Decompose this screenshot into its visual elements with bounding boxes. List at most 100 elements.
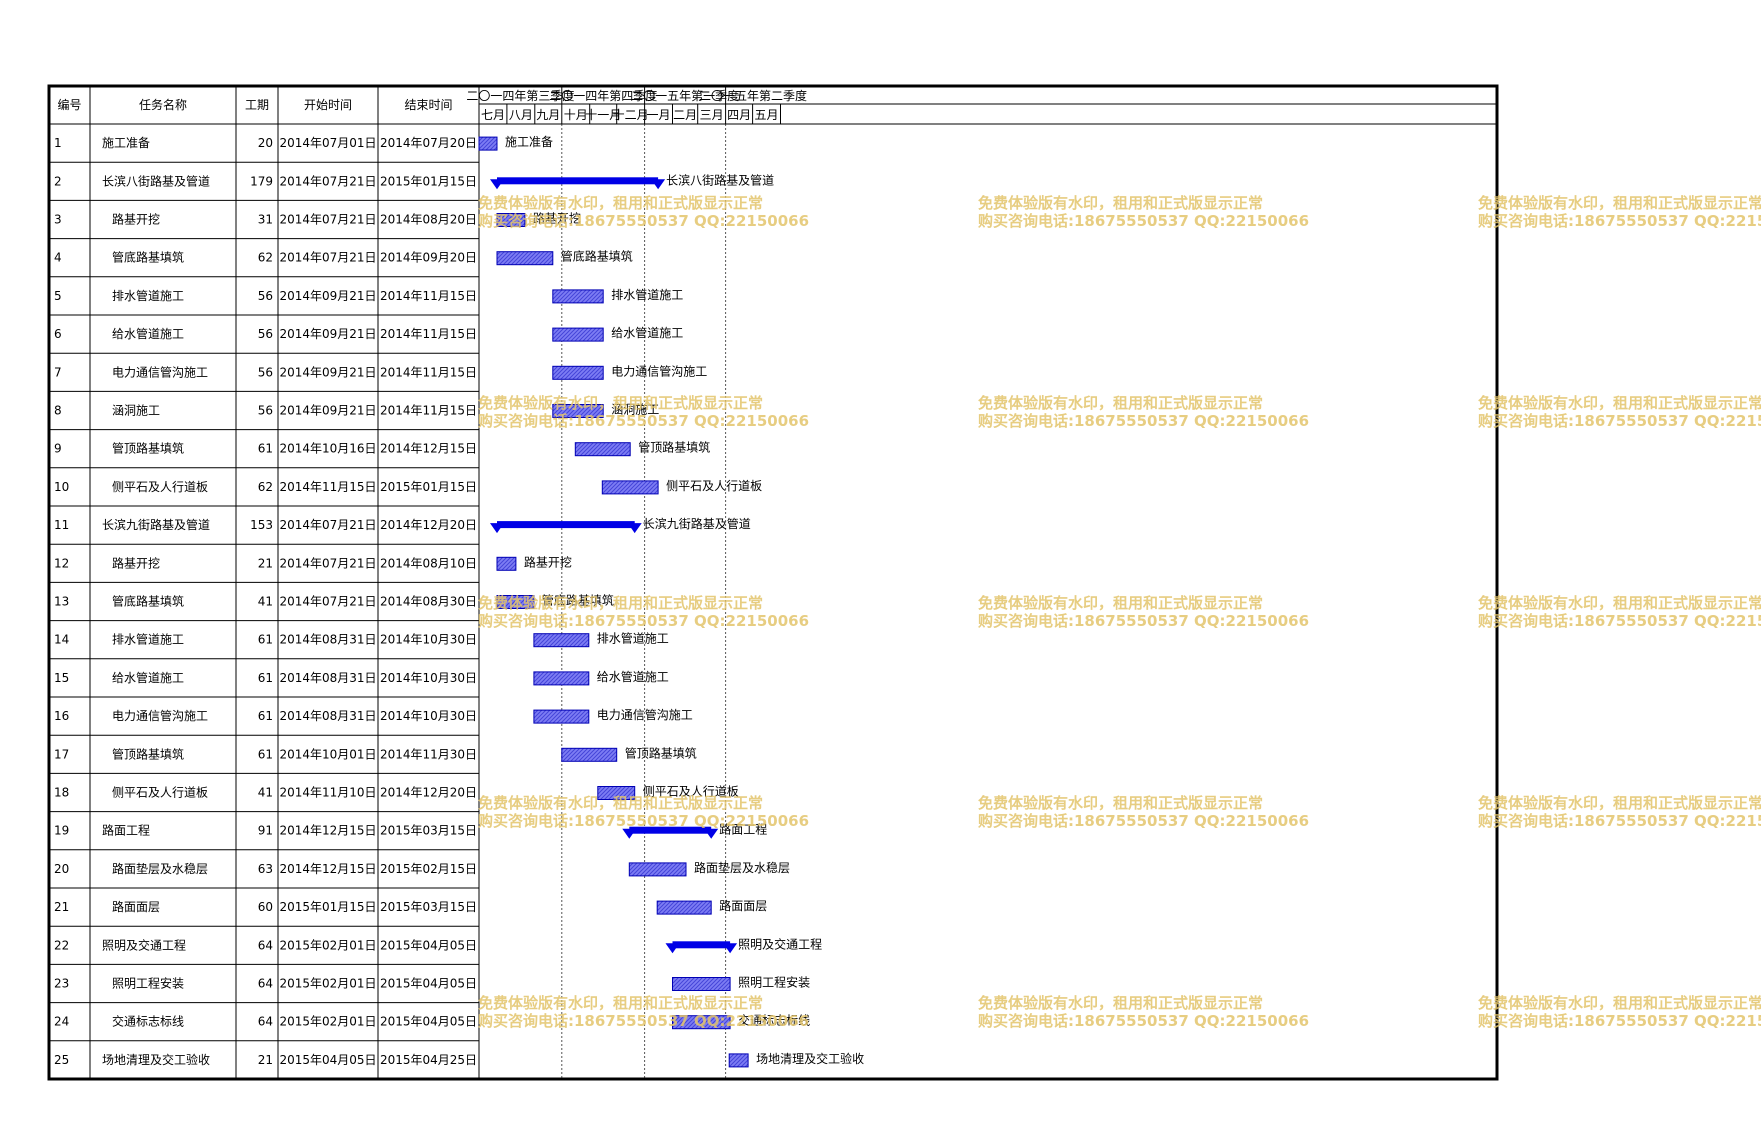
task-bar — [656, 900, 712, 915]
task-name: 照明及交通工程 — [102, 937, 186, 952]
task-end: 2014年10月30日 — [380, 633, 477, 647]
task-bar — [597, 786, 636, 800]
task-id: 13 — [54, 595, 69, 609]
column-header: 工期 — [245, 98, 269, 112]
task-id: 3 — [54, 213, 62, 227]
task-id: 10 — [54, 480, 69, 494]
month-label: 三月 — [700, 108, 724, 122]
task-end: 2015年04月05日 — [380, 1015, 477, 1029]
task-name: 施工准备 — [102, 136, 150, 150]
month-label: 十月 — [564, 108, 588, 122]
task-id: 16 — [54, 709, 69, 723]
task-duration: 21 — [258, 1053, 273, 1067]
summary-start-marker — [490, 179, 504, 190]
task-bar — [628, 862, 687, 877]
task-start: 2014年10月01日 — [279, 747, 376, 761]
task-start: 2014年07月21日 — [279, 518, 376, 532]
watermark-text: 免费体验版有水印，租用和正式版显示正常 — [1478, 994, 1761, 1012]
task-bar — [533, 671, 590, 686]
summary-bar — [497, 177, 659, 185]
task-start: 2014年11月15日 — [279, 480, 376, 494]
watermark-text: 免费体验版有水印，租用和正式版显示正常 — [1478, 194, 1761, 212]
task-end: 2014年08月20日 — [380, 213, 477, 227]
task-end: 2014年12月20日 — [380, 786, 477, 800]
task-name: 路面工程 — [102, 823, 150, 838]
task-duration: 56 — [258, 404, 273, 418]
watermark-text: 免费体验版有水印，租用和正式版显示正常 — [478, 994, 763, 1012]
task-bar — [552, 327, 604, 342]
task-name: 路基开挖 — [112, 555, 160, 570]
task-id: 9 — [54, 442, 62, 456]
task-start: 2014年10月16日 — [279, 442, 376, 456]
table-header: 编号 任务名称 工期 开始时间 结束时间二〇一四年第三季度二〇一四年第四季度二〇一五年第… — [57, 86, 1497, 125]
watermark-text: 购买咨询电话:18675550537 QQ:22150066 — [478, 212, 809, 230]
task-name: 照明工程安装 — [112, 976, 184, 991]
task-duration: 62 — [258, 480, 273, 494]
bar-label: 施工准备 — [505, 135, 553, 149]
task-id: 1 — [54, 136, 62, 150]
task-id: 11 — [54, 518, 69, 532]
task-id: 22 — [54, 938, 69, 952]
table-grid — [47, 84, 1499, 1081]
task-duration: 60 — [258, 900, 273, 914]
task-id: 23 — [54, 977, 69, 991]
watermark-text: 免费体验版有水印，租用和正式版显示正常 — [978, 994, 1263, 1012]
task-bar — [672, 977, 731, 991]
bar-label: 侧平石及人行道板 — [643, 785, 739, 799]
task-end: 2014年11月30日 — [380, 747, 477, 761]
task-name: 管顶路基填筑 — [112, 441, 184, 456]
task-id: 19 — [54, 824, 69, 838]
task-duration: 61 — [258, 709, 273, 723]
watermark-text: 免费体验版有水印，租用和正式版显示正常 — [978, 394, 1263, 412]
task-end: 2014年09月20日 — [380, 251, 477, 265]
bar-label: 电力通信管沟施工 — [611, 363, 707, 378]
watermark-text: 免费体验版有水印，租用和正式版显示正常 — [478, 194, 763, 212]
task-duration: 56 — [258, 289, 273, 303]
task-name: 场地清理及交工验收 — [102, 1052, 210, 1067]
task-name: 侧平石及人行道板 — [112, 786, 208, 800]
summary-bar — [629, 826, 712, 834]
task-duration: 56 — [258, 327, 273, 341]
task-duration: 64 — [258, 938, 273, 952]
task-id: 17 — [54, 747, 69, 761]
bar-label: 管底路基填筑 — [561, 249, 633, 264]
task-name: 长滨八街路基及管道 — [102, 173, 210, 188]
watermark-text: 购买咨询电话:18675550537 QQ:22150066 — [1478, 212, 1761, 230]
bar-label: 给水管道施工 — [597, 669, 669, 684]
task-end: 2015年03月15日 — [380, 900, 477, 914]
task-id: 7 — [54, 365, 62, 379]
summary-start-marker — [622, 828, 637, 839]
task-start: 2014年11月10日 — [279, 786, 376, 800]
task-id: 21 — [54, 900, 69, 914]
task-duration: 179 — [250, 174, 273, 188]
task-start: 2015年02月01日 — [279, 938, 376, 952]
task-end: 2014年07月20日 — [380, 136, 477, 150]
quarter-label: 二〇一四年第三季度 — [466, 88, 574, 103]
bar-label: 长滨九街路基及管道 — [643, 516, 751, 531]
watermark-text: 购买咨询电话:18675550537 QQ:22150066 — [478, 1012, 809, 1030]
month-label: 四月 — [727, 108, 751, 122]
task-start: 2014年08月31日 — [279, 633, 376, 647]
watermark-text: 免费体验版有水印，租用和正式版显示正常 — [1478, 794, 1761, 812]
month-label: 九月 — [536, 108, 560, 122]
task-name: 排水管道施工 — [112, 632, 184, 647]
task-bar — [552, 404, 604, 418]
watermark-text: 购买咨询电话:18675550537 QQ:22150066 — [1478, 412, 1761, 430]
bar-label: 排水管道施工 — [611, 287, 683, 302]
task-start: 2015年02月01日 — [279, 1015, 376, 1029]
bar-label: 给水管道施工 — [611, 325, 683, 340]
task-start: 2014年08月31日 — [279, 671, 376, 685]
bar-label: 路面工程 — [719, 822, 767, 837]
bar-label: 管底路基填筑 — [542, 593, 614, 608]
task-end: 2014年12月20日 — [380, 518, 477, 532]
watermark-text: 免费体验版有水印，租用和正式版显示正常 — [478, 794, 763, 812]
task-id: 20 — [54, 862, 69, 876]
task-duration: 20 — [258, 136, 273, 150]
task-end: 2014年10月30日 — [380, 671, 477, 685]
task-end: 2014年11月15日 — [380, 289, 477, 303]
task-id: 14 — [54, 633, 69, 647]
task-name: 排水管道施工 — [112, 288, 184, 303]
column-header: 开始时间 — [304, 98, 352, 112]
watermark-text: 购买咨询电话:18675550537 QQ:22150066 — [978, 812, 1309, 830]
